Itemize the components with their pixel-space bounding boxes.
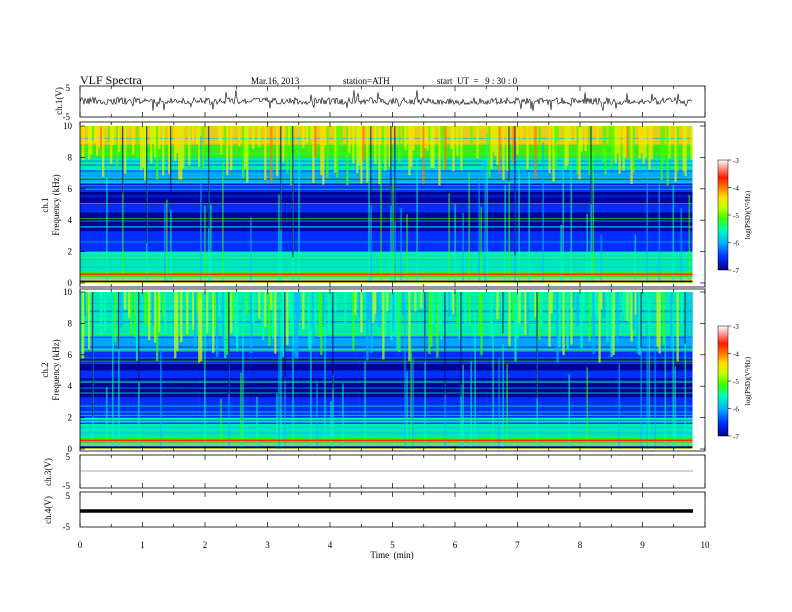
colorbar-tick-label: -4 — [733, 351, 739, 359]
spec-ytick-label: 10 — [63, 287, 73, 297]
ch2-spec-ylabel: Frequency (kHz) — [51, 339, 61, 400]
ch4-ylabel: ch.4(V) — [43, 496, 53, 524]
x-tick-label: 6 — [453, 540, 458, 550]
x-tick-label: 2 — [203, 540, 208, 550]
spec-ytick-label: 0 — [68, 444, 73, 454]
colorbar-tick-label: -3 — [733, 157, 739, 165]
x-tick-label: 1 — [140, 540, 145, 550]
spec-ytick-label: 4 — [68, 215, 73, 225]
spec-ytick-label: 2 — [68, 247, 73, 257]
ch3-ytick-bottom: -5 — [63, 481, 71, 491]
x-tick-label: 0 — [78, 540, 83, 550]
colorbar-tick-label: -3 — [733, 323, 739, 331]
ch4-ytick-top: 5 — [66, 491, 71, 501]
ch2-spec-ylabel-channel: ch.2 — [40, 362, 50, 377]
colorbar-tick-label: -7 — [733, 267, 739, 275]
spec-ytick-label: 4 — [68, 381, 73, 391]
start-time-label: start UT = 9 : 30 : 0 — [437, 76, 518, 86]
x-tick-label: 5 — [390, 540, 395, 550]
x-tick-label: 4 — [328, 540, 333, 550]
spec-ytick-label: 6 — [68, 184, 73, 194]
x-axis-ticks: 0 1 2 3 4 5 6 7 8 9 10 — [78, 86, 710, 550]
ch1-spectrogram-panel — [79, 121, 706, 288]
station-label: station=ATH — [343, 76, 390, 86]
date-label: Mar.16, 2013 — [251, 76, 300, 86]
colorbar-tick-label: -6 — [733, 240, 739, 248]
colorbar-tick-label: -5 — [733, 378, 739, 386]
ch1-waveform-line — [79, 89, 693, 112]
ch4-waveform-panel — [79, 491, 706, 528]
colorbar-tick-label: -6 — [733, 406, 739, 414]
ch1-ylabel: ch.1(V) — [54, 87, 64, 115]
spec-ytick-label: 8 — [68, 318, 73, 328]
spec-ytick-label: 2 — [68, 413, 73, 423]
x-axis-label: Time (min) — [370, 550, 413, 560]
ch1-spectrogram-heatmap — [80, 126, 693, 283]
ch2-spectrogram-heatmap — [80, 292, 693, 449]
x-tick-label: 8 — [578, 540, 583, 550]
ch1-ytick-top: 5 — [66, 83, 71, 93]
ch2-spectrogram-panel — [79, 288, 706, 452]
spec-ytick-label: 8 — [68, 152, 73, 162]
spec-ytick-label: 6 — [68, 350, 73, 360]
ch1-colorbar: -3 -4 -5 -6 -7 log(PSD)(V²/Hz) — [717, 157, 752, 275]
x-tick-label: 3 — [265, 540, 270, 550]
x-tick-label: 9 — [640, 540, 645, 550]
ch1-spec-ylabel: Frequency (kHz) — [51, 174, 61, 235]
x-tick-label: 10 — [701, 540, 711, 550]
spec-ytick-label: 10 — [63, 121, 73, 131]
spec-ytick-label: 0 — [68, 278, 73, 288]
figure-title: VLF Spectra — [80, 73, 142, 87]
colorbar-tick-label: -4 — [733, 185, 739, 193]
ch4-ytick-bottom: -5 — [63, 522, 71, 532]
colorbar-tick-label: -7 — [733, 433, 739, 441]
x-tick-label: 7 — [515, 540, 520, 550]
ch3-ylabel: ch.3(V) — [43, 458, 53, 486]
ch3-ytick-top: 5 — [66, 452, 71, 462]
ch1-ytick-bottom: -5 — [63, 112, 71, 122]
colorbar-tick-label: -5 — [733, 212, 739, 220]
ch2-colorbar-label: log(PSD)(V²/Hz) — [744, 356, 752, 405]
ch1-spec-ylabel-channel: ch.1 — [40, 197, 50, 212]
ch2-colorbar: -3 -4 -5 -6 -7 log(PSD)(V²/Hz) — [717, 323, 752, 441]
ch1-colorbar-label: log(PSD)(V²/Hz) — [744, 190, 752, 239]
